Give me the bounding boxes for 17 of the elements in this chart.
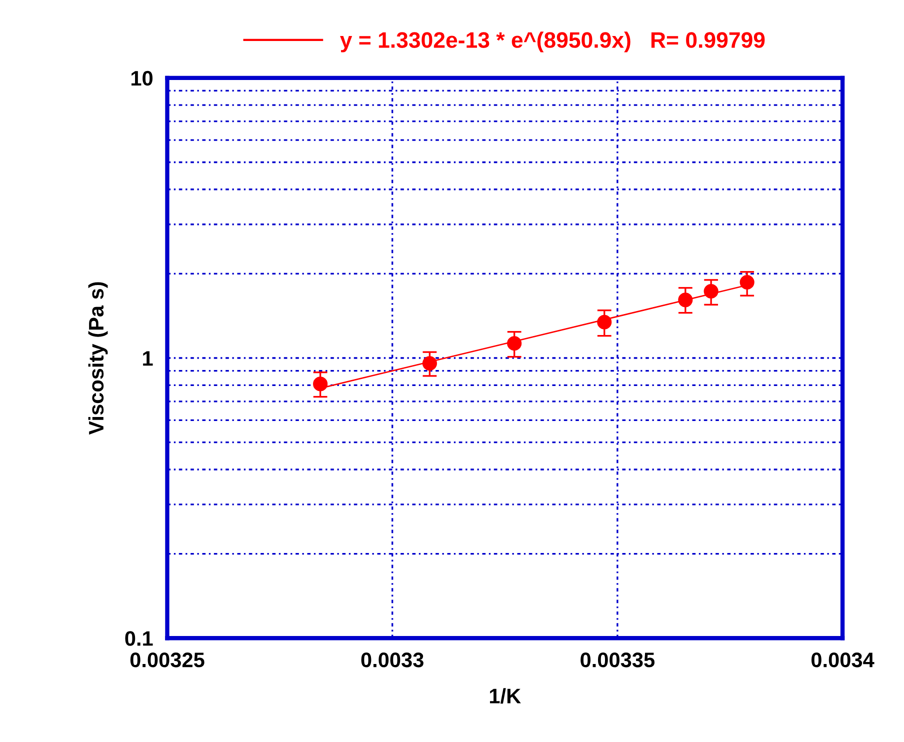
y-tick-label: 1 <box>143 351 153 366</box>
y-tick-label: 10 <box>131 70 152 86</box>
x-axis-title: 1/K <box>490 688 521 704</box>
y-tick-label: 0.1 <box>125 631 153 646</box>
x-tick-label: 0.00325 <box>130 652 204 668</box>
x-tick-label: 0.0033 <box>361 652 424 668</box>
point <box>313 376 328 392</box>
legend-label: y = 1.3302e-13 * e^(8950.9x) R= 0.99799 <box>340 32 765 52</box>
y-axis-title: Viscosity (Pa s) <box>88 282 108 435</box>
point <box>740 274 754 290</box>
point <box>507 336 522 351</box>
point <box>678 292 693 308</box>
x-tick-label: 0.0034 <box>811 652 874 668</box>
point <box>422 356 437 371</box>
point <box>704 284 718 299</box>
point <box>597 314 612 330</box>
x-tick-label: 0.00335 <box>580 652 655 668</box>
